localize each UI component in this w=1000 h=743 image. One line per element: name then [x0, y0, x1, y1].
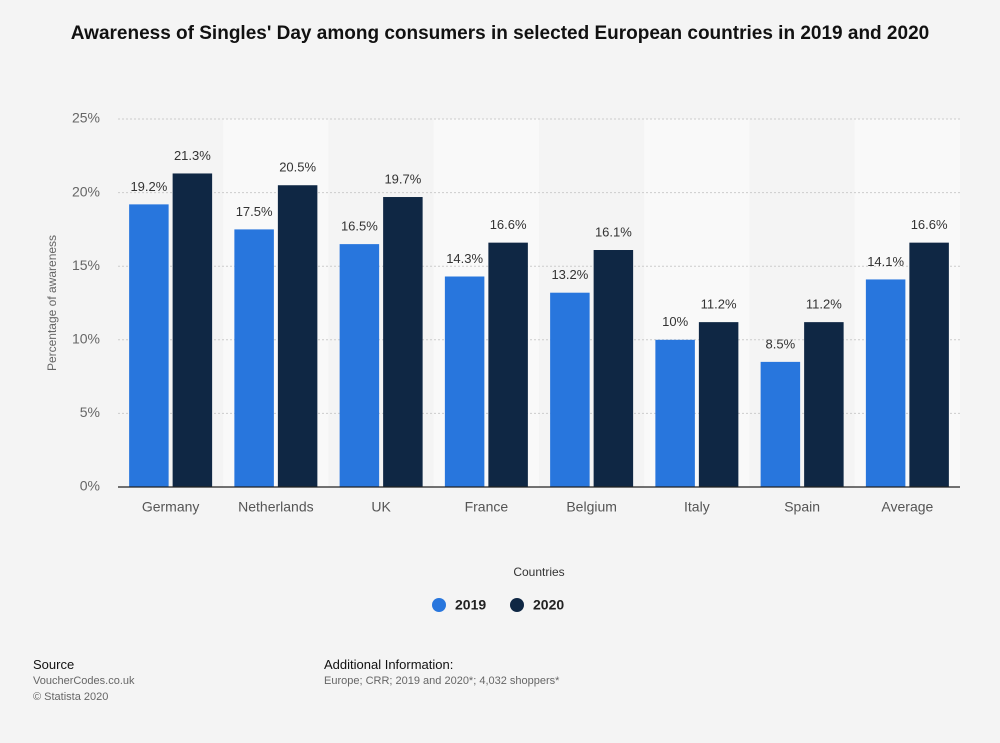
- source-line: VoucherCodes.co.uk: [33, 675, 135, 687]
- bar: [655, 339, 695, 487]
- x-tick-label: UK: [371, 499, 391, 515]
- value-label: 21.3%: [174, 148, 211, 163]
- value-label: 19.2%: [130, 179, 167, 194]
- value-label: 17.5%: [236, 204, 273, 219]
- value-label: 16.1%: [595, 224, 632, 239]
- x-tick-label: France: [465, 499, 509, 515]
- x-tick-label: Spain: [784, 499, 820, 515]
- legend-label: 2020: [533, 597, 564, 613]
- source-heading: Source: [33, 657, 75, 672]
- info-text: Europe; CRR; 2019 and 2020*; 4,032 shopp…: [324, 675, 560, 687]
- bar: [129, 204, 169, 487]
- value-label: 14.1%: [867, 254, 904, 269]
- legend-label: 2019: [455, 597, 486, 613]
- bar: [172, 173, 213, 488]
- bar: [277, 185, 318, 488]
- bar: [909, 242, 949, 487]
- x-tick-label: Belgium: [566, 499, 617, 515]
- value-label: 16.5%: [341, 219, 378, 234]
- y-tick-label: 25%: [72, 110, 100, 126]
- bar: [444, 276, 485, 487]
- bar: [550, 292, 590, 487]
- y-tick-label: 5%: [80, 404, 100, 420]
- y-tick-label: 0%: [80, 478, 100, 494]
- legend-swatch: [432, 598, 446, 612]
- chart-title: Awareness of Singles' Day among consumer…: [70, 23, 930, 44]
- value-label: 16.6%: [490, 217, 527, 232]
- y-axis-title: Percentage of awareness: [45, 235, 59, 371]
- value-label: 11.2%: [806, 297, 842, 312]
- x-tick-label: Italy: [684, 499, 710, 515]
- y-tick-label: 15%: [72, 257, 100, 273]
- value-label: 19.7%: [384, 171, 421, 186]
- value-label: 16.6%: [911, 217, 948, 232]
- x-tick-label: Germany: [142, 499, 200, 515]
- value-label: 10%: [662, 314, 688, 329]
- y-tick-label: 10%: [72, 331, 100, 347]
- legend-swatch: [510, 598, 524, 612]
- info-heading: Additional Information:: [324, 657, 454, 672]
- value-label: 14.3%: [446, 251, 483, 266]
- bar: [488, 242, 528, 487]
- x-axis-title: Countries: [513, 565, 564, 579]
- value-label: 11.2%: [701, 297, 737, 312]
- bar: [234, 229, 274, 487]
- value-label: 13.2%: [551, 267, 588, 282]
- x-tick-label: Netherlands: [238, 499, 314, 515]
- value-label: 20.5%: [279, 160, 316, 175]
- y-tick-label: 20%: [72, 183, 100, 199]
- bar: [593, 250, 634, 487]
- bar: [865, 279, 906, 487]
- bar: [383, 197, 423, 488]
- bar: [760, 361, 801, 487]
- bar: [698, 322, 739, 487]
- bar: [339, 244, 380, 487]
- bar: [804, 322, 844, 487]
- x-tick-label: Average: [881, 499, 933, 515]
- source-line: © Statista 2020: [33, 691, 109, 703]
- value-label: 8.5%: [766, 336, 796, 351]
